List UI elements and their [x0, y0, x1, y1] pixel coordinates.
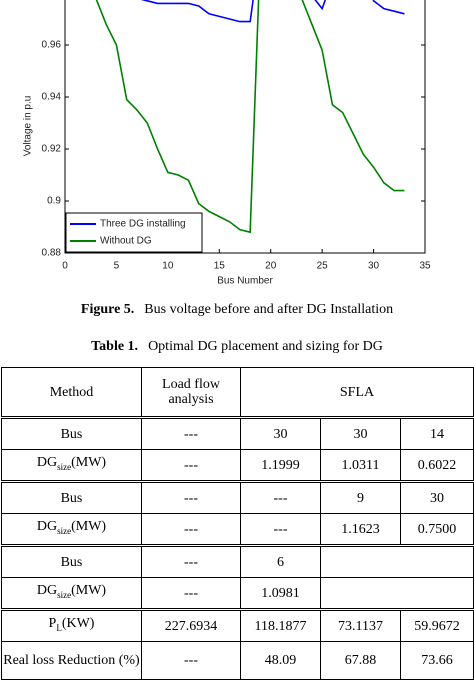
label-unit: (MW) — [71, 519, 107, 535]
table-row: DGsize(MW) --- --- 1.1623 0.7500 — [1, 513, 474, 547]
legend-label: Without DG — [100, 236, 152, 247]
plot-area — [95, 0, 405, 234]
cell: 0.7500 — [399, 513, 474, 547]
header-cell: Load flow analysis — [141, 367, 241, 419]
cell: 14 — [399, 417, 474, 450]
label-unit: (MW) — [71, 583, 107, 599]
cell: 73.1137 — [320, 609, 401, 642]
y-axis-label: Voltage in p.u — [23, 96, 34, 157]
cell: 0.6022 — [399, 449, 474, 483]
table-row: Real loss Reduction (%) --- 48.09 67.88 73.6… — [1, 641, 474, 680]
label-base: P — [48, 616, 57, 632]
table-text: Optimal DG placement and sizing for DG — [148, 339, 383, 354]
x-tick-label: 35 — [419, 261, 431, 272]
row-label: DGsize(MW) — [1, 577, 142, 611]
header-cell: SFLA — [239, 367, 474, 419]
label-sub: L — [56, 622, 62, 633]
cell: 48.09 — [240, 641, 321, 680]
row-label: PL(KW) — [1, 609, 142, 642]
y-tick-label: 0.88 — [42, 248, 62, 259]
table: Method Load flow analysis SFLA Bus --- 30 30 14… — [1, 367, 474, 680]
row-label: Real loss Reduction (%) — [1, 641, 142, 680]
row-label: Bus — [1, 417, 142, 450]
table-row: Bus --- --- 9 30 — [1, 481, 474, 514]
figure-caption: Figure 5. Bus voltage before and after DG… — [0, 302, 474, 318]
figure-label: Figure 5. — [80, 302, 135, 317]
table-row: DGsize(MW) --- 1.0981 — [1, 577, 474, 611]
cell: 30 — [240, 417, 321, 450]
cell: --- — [141, 417, 241, 450]
header-cell: Method — [1, 367, 142, 419]
cell: 118.1877 — [240, 609, 321, 642]
cell: --- — [141, 513, 241, 547]
row-label: Bus — [1, 481, 142, 514]
cell: --- — [141, 481, 241, 514]
row-label: DGsize(MW) — [1, 449, 142, 483]
x-tick-label: 15 — [214, 261, 226, 272]
cell: --- — [240, 481, 321, 514]
cell: 30 — [399, 481, 474, 514]
label-base: DG — [36, 583, 58, 599]
x-tick-label: 20 — [265, 261, 277, 272]
empty-cell — [319, 545, 474, 578]
x-tick-label: 30 — [368, 261, 380, 272]
row-label: DGsize(MW) — [1, 513, 142, 547]
y-tick-label: 0.9 — [47, 196, 61, 207]
table-row: PL(KW) 227.6934 118.1877 73.1137 59.9672 — [1, 609, 474, 642]
y-tick-label: 0.96 — [42, 40, 62, 51]
legend-label: Three DG installing — [100, 219, 186, 230]
table-row: Bus --- 30 30 14 — [1, 417, 474, 450]
label-unit: (MW) — [71, 455, 107, 471]
cell: 59.9672 — [399, 609, 474, 642]
cell: 9 — [320, 481, 401, 514]
cell: 227.6934 — [141, 609, 241, 642]
cell: --- — [141, 641, 241, 680]
x-tick-label: 5 — [114, 261, 120, 272]
label-unit: (KW) — [61, 616, 95, 632]
x-tick-label: 0 — [62, 261, 68, 272]
label-sub: size — [57, 525, 72, 536]
cell: --- — [141, 545, 241, 578]
y-tick-label: 0.94 — [42, 92, 62, 103]
series-line — [140, 0, 405, 23]
table-row: DGsize(MW) --- 1.1999 1.0311 0.6022 — [1, 449, 474, 483]
cell: --- — [141, 577, 241, 611]
table-label: Table 1. — [91, 339, 139, 354]
cell: 6 — [240, 545, 321, 578]
cell: 73.66 — [399, 641, 474, 680]
x-tick-label: 25 — [317, 261, 329, 272]
cell: 1.0981 — [240, 577, 321, 611]
header-row: Method Load flow analysis SFLA — [1, 367, 474, 419]
cell: --- — [240, 513, 321, 547]
series-line — [95, 0, 405, 234]
label-base: DG — [36, 519, 58, 535]
chart: Bus Number Voltage in p.u 0.88 0.9 0.92 0.9… — [23, 0, 431, 287]
label-sub: size — [57, 589, 72, 600]
x-axis-label: Bus Number — [217, 276, 273, 287]
legend-box — [65, 212, 203, 253]
y-tick-label: 0.92 — [42, 144, 62, 155]
table-row: Bus --- 6 — [1, 545, 474, 578]
cell: 30 — [320, 417, 401, 450]
empty-cell — [319, 577, 474, 611]
row-label: Bus — [1, 545, 142, 578]
cell: 1.1623 — [320, 513, 401, 547]
label-base: DG — [36, 455, 58, 471]
figure-text: Bus voltage before and after DG Installa… — [144, 302, 394, 317]
cell: --- — [141, 449, 241, 483]
cell: 1.0311 — [320, 449, 401, 483]
cell: 1.1999 — [240, 449, 321, 483]
cell: 67.88 — [320, 641, 401, 680]
table-caption: Table 1. Optimal DG placement and sizing … — [0, 339, 474, 355]
x-tick-label: 10 — [162, 261, 174, 272]
label-sub: size — [57, 461, 72, 472]
